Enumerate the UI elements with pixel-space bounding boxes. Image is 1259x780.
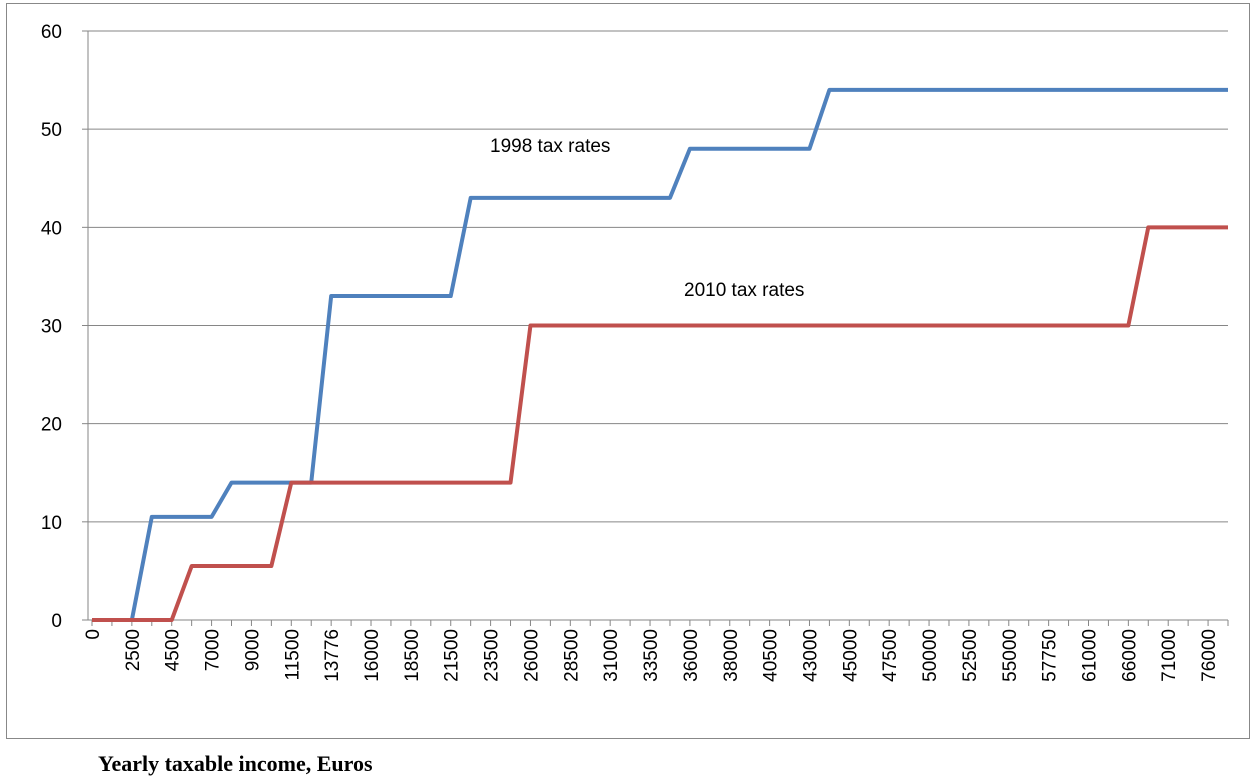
x-tick-label: 45000: [840, 629, 861, 682]
x-tick-label: 4500: [163, 629, 184, 671]
y-tick-label: 0: [51, 611, 62, 632]
x-tick-label: 38000: [721, 629, 742, 682]
x-tick-label: 11500: [282, 629, 303, 680]
y-tick-label: 50: [41, 120, 62, 141]
x-tick-label: 7000: [203, 629, 224, 671]
series-line: [92, 87, 1228, 622]
x-tick-label: 43000: [800, 629, 821, 682]
series-line: [92, 225, 1228, 622]
x-tick-label: 76000: [1199, 629, 1220, 682]
x-tick-label: 21500: [442, 629, 463, 682]
x-tick-label: 52500: [960, 629, 981, 682]
x-tick-label: 18500: [402, 629, 423, 682]
x-tick-label: 31000: [601, 629, 622, 682]
x-tick-label: 40500: [761, 629, 782, 682]
x-tick-label: 2500: [123, 629, 144, 671]
x-tick-label: 16000: [362, 629, 383, 682]
chart-border: [6, 3, 1250, 739]
x-tick-label: 23500: [482, 629, 503, 682]
x-tick-label: 28500: [561, 629, 582, 682]
y-tick-label: 20: [41, 415, 62, 436]
x-tick-label: 13776: [322, 629, 343, 682]
x-tick-label: 61000: [1079, 629, 1100, 682]
y-tick-label: 30: [41, 317, 62, 338]
x-tick-label: 71000: [1159, 629, 1180, 682]
x-tick-label: 0: [83, 629, 104, 640]
x-tick-label: 26000: [521, 629, 542, 682]
x-tick-label: 36000: [681, 629, 702, 682]
x-tick-label: 47500: [880, 629, 901, 682]
x-tick-label: 9000: [242, 629, 263, 671]
x-tick-label: 57750: [1040, 629, 1061, 682]
series-annotation: 1998 tax rates: [490, 136, 610, 157]
x-tick-label: 55000: [1000, 629, 1021, 682]
x-tick-label: 66000: [1119, 629, 1140, 682]
x-axis-label: Yearly taxable income, Euros: [98, 751, 373, 776]
y-tick-label: 40: [41, 218, 62, 239]
x-tick-label: 33500: [641, 629, 662, 682]
x-tick-label: 50000: [920, 629, 941, 682]
y-tick-label: 60: [41, 22, 62, 43]
y-tick-label: 10: [41, 513, 62, 534]
series-annotation: 2010 tax rates: [684, 280, 804, 301]
